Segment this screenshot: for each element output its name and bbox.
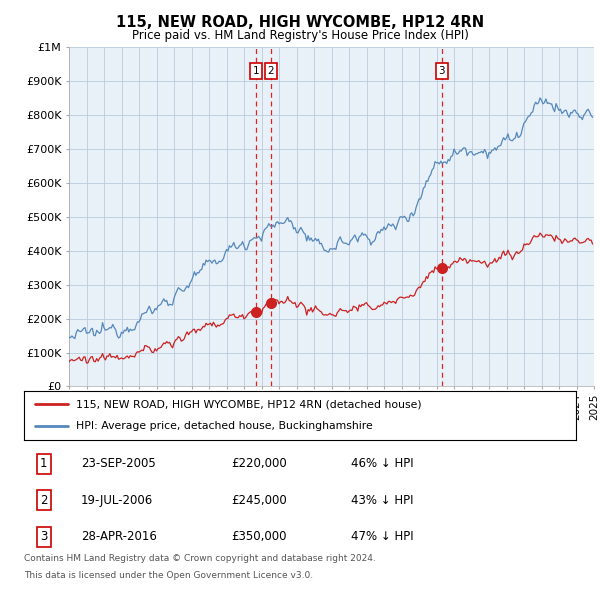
Text: HPI: Average price, detached house, Buckinghamshire: HPI: Average price, detached house, Buck… (76, 421, 373, 431)
Text: 43% ↓ HPI: 43% ↓ HPI (351, 494, 413, 507)
Text: 46% ↓ HPI: 46% ↓ HPI (351, 457, 413, 470)
Text: £350,000: £350,000 (231, 530, 287, 543)
Text: 3: 3 (438, 66, 445, 76)
Text: 115, NEW ROAD, HIGH WYCOMBE, HP12 4RN (detached house): 115, NEW ROAD, HIGH WYCOMBE, HP12 4RN (d… (76, 399, 422, 409)
Text: £220,000: £220,000 (231, 457, 287, 470)
Text: 19-JUL-2006: 19-JUL-2006 (81, 494, 153, 507)
Text: 3: 3 (40, 530, 47, 543)
Text: 1: 1 (40, 457, 47, 470)
Text: 2: 2 (268, 66, 274, 76)
Text: This data is licensed under the Open Government Licence v3.0.: This data is licensed under the Open Gov… (24, 571, 313, 579)
Text: Contains HM Land Registry data © Crown copyright and database right 2024.: Contains HM Land Registry data © Crown c… (24, 554, 376, 563)
Text: 115, NEW ROAD, HIGH WYCOMBE, HP12 4RN: 115, NEW ROAD, HIGH WYCOMBE, HP12 4RN (116, 15, 484, 30)
Text: £245,000: £245,000 (231, 494, 287, 507)
Text: 28-APR-2016: 28-APR-2016 (81, 530, 157, 543)
Text: 23-SEP-2005: 23-SEP-2005 (81, 457, 156, 470)
Text: 47% ↓ HPI: 47% ↓ HPI (351, 530, 413, 543)
Text: Price paid vs. HM Land Registry's House Price Index (HPI): Price paid vs. HM Land Registry's House … (131, 29, 469, 42)
Text: 1: 1 (253, 66, 260, 76)
Text: 2: 2 (40, 494, 47, 507)
